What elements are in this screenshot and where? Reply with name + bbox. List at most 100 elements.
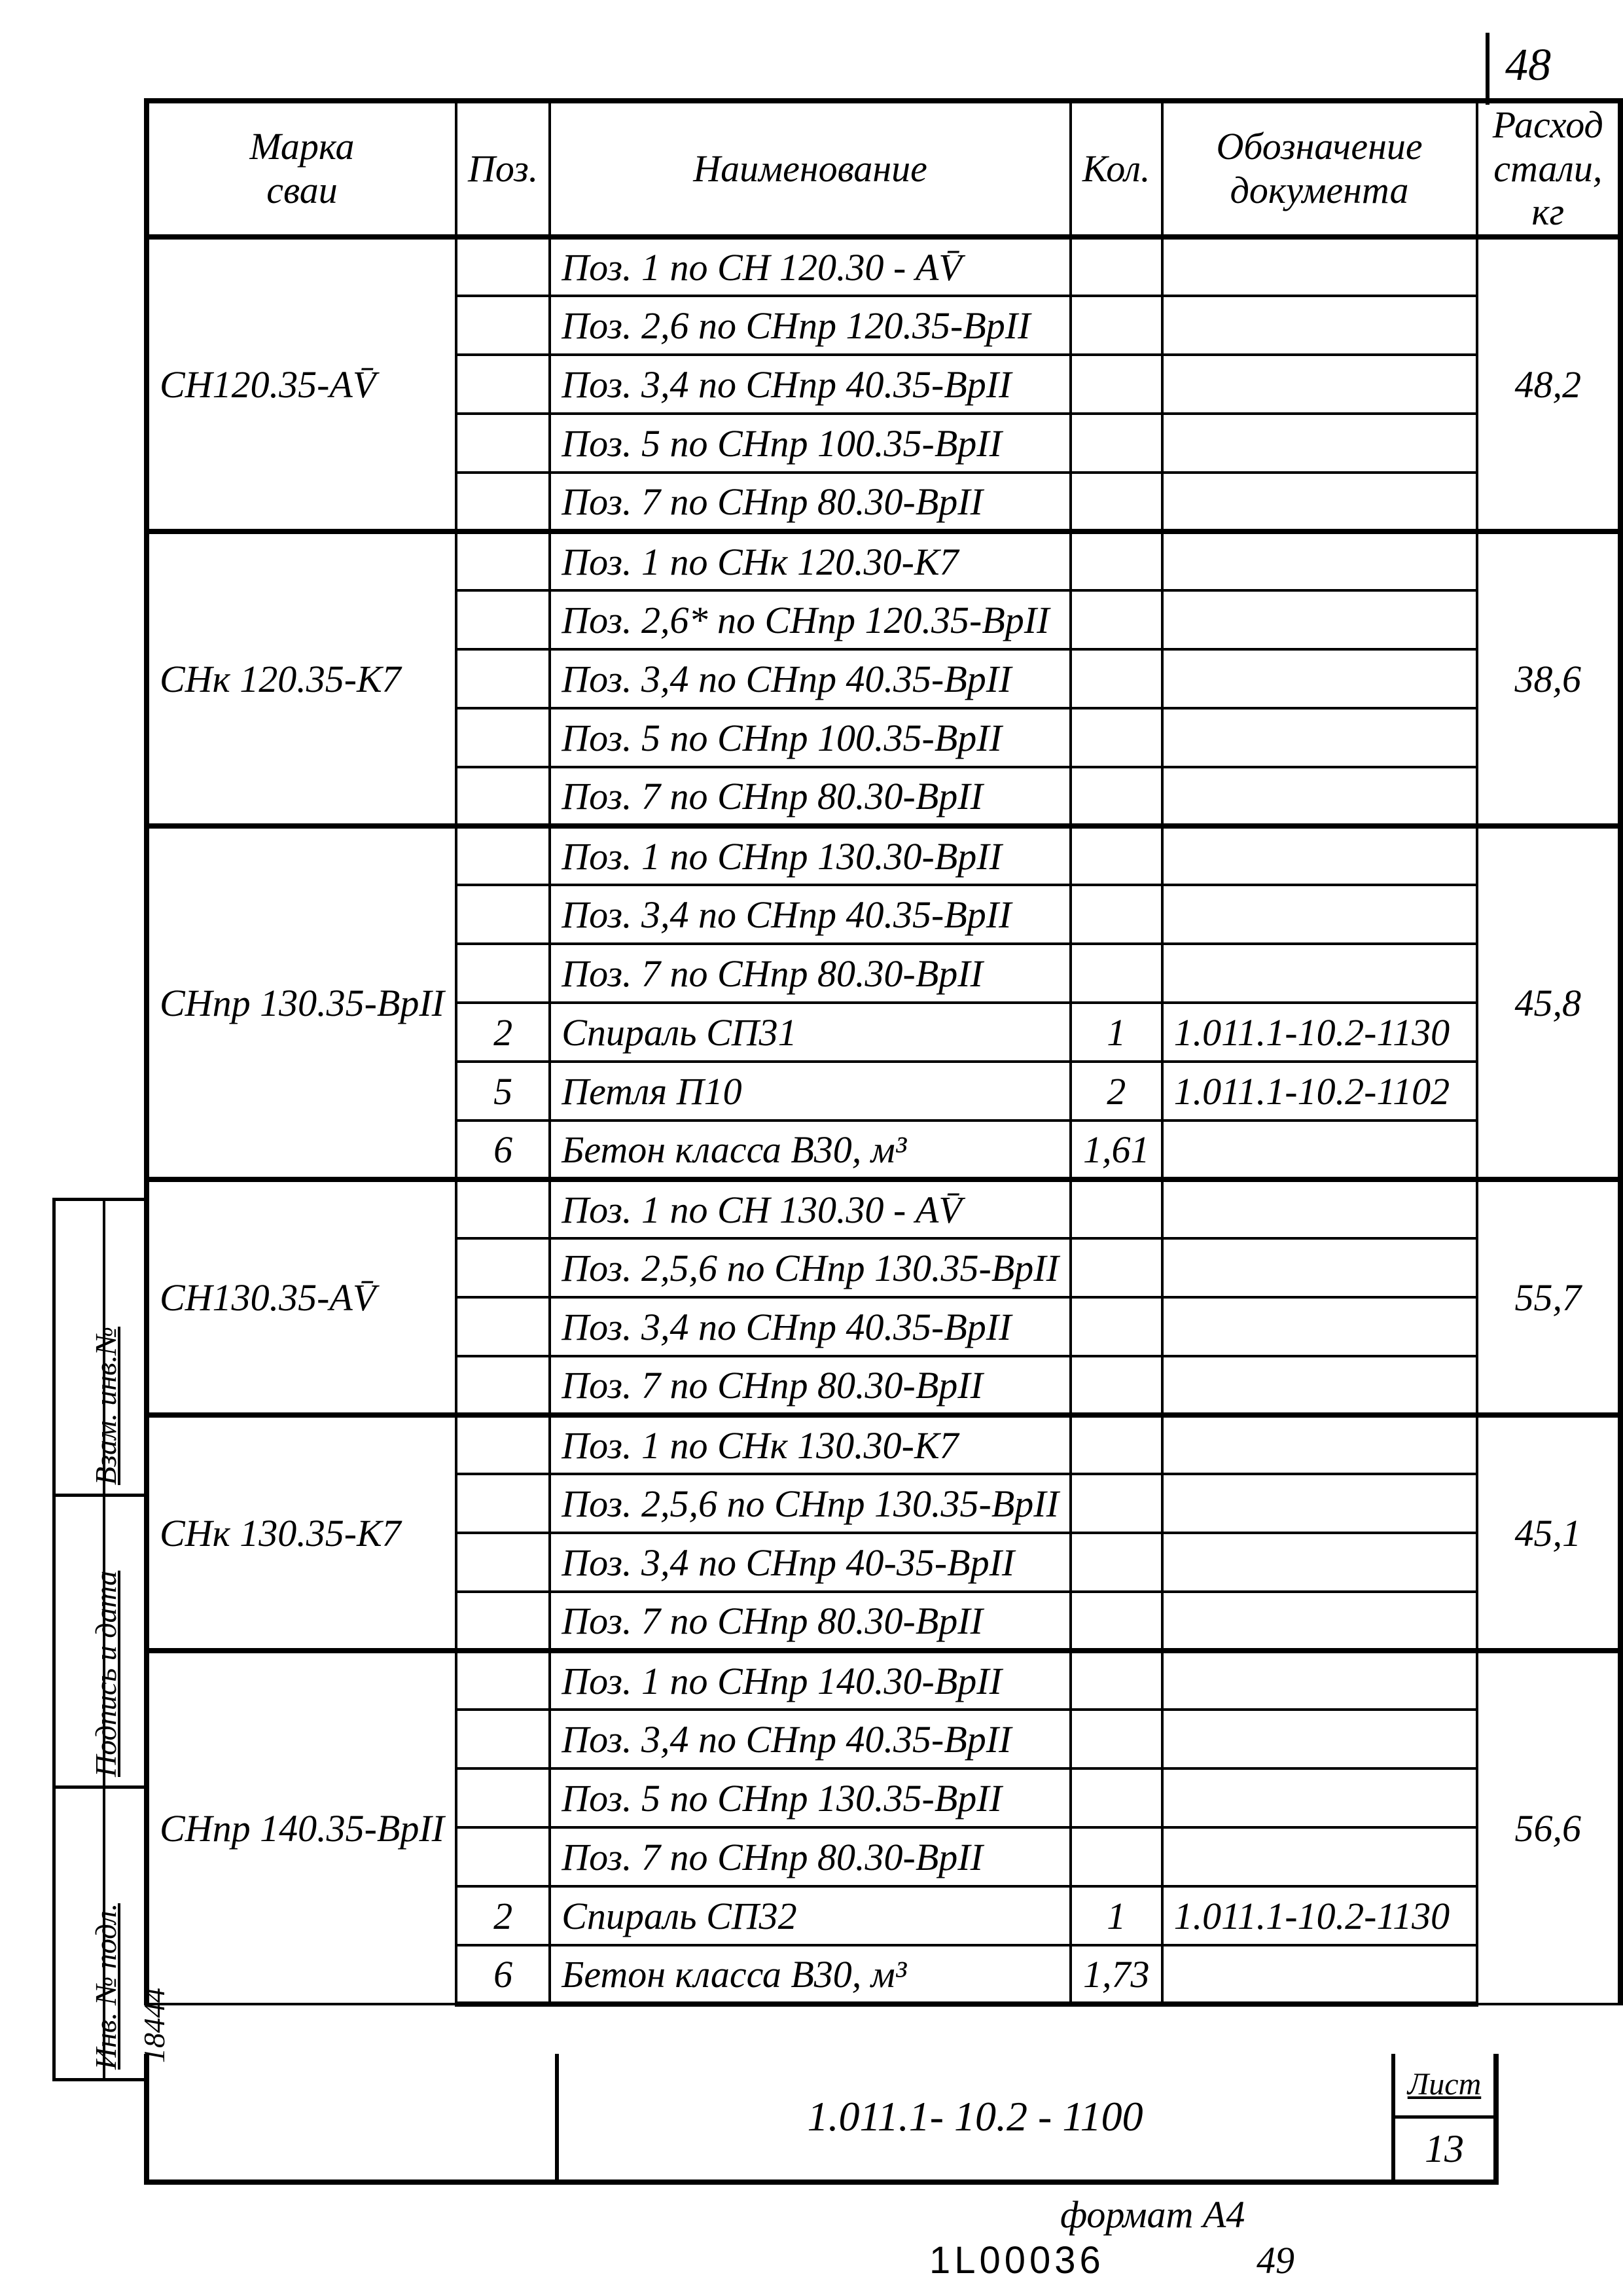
cell-naim: Поз. 5 по СНпр 100.35-ВрII [550,708,1071,767]
stamp-inner-3: 18444 [103,1789,150,2078]
cell-doc [1162,296,1477,355]
cell-naim: Поз. 7 по СНпр 80.30-ВрII [550,1827,1071,1886]
stamp-cell-3: Инв. № подл. 18444 [56,1785,144,2078]
cell-poz: 6 [456,1121,550,1179]
cell-kol [1071,1827,1162,1886]
title-block-doc-code: 1.011.1- 10.2 - 1100 [559,2054,1391,2179]
cell-kol [1071,1179,1162,1238]
cell-doc [1162,355,1477,414]
cell-kol: 1 [1071,1886,1162,1945]
stamp-cell-2: Подпись и дата [56,1494,144,1786]
cell-kol [1071,1356,1162,1415]
footer-num: 49 [1257,2238,1294,2282]
cell-poz [456,767,550,826]
cell-kol [1071,1533,1162,1592]
cell-kol [1071,590,1162,649]
cell-poz [456,473,550,531]
cell-kol [1071,649,1162,708]
cell-poz: 2 [456,1003,550,1062]
cell-kol [1071,237,1162,296]
cell-kol [1071,1651,1162,1710]
table-row: СНк 130.35-К7Поз. 1 по СНк 130.30-К745,1 [147,1415,1620,1474]
cell-doc [1162,826,1477,885]
cell-naim: Поз. 1 по СН 130.30 - АV̄ [550,1179,1071,1238]
table-row: СН130.35-АV̄Поз. 1 по СН 130.30 - АV̄55,… [147,1179,1620,1238]
spec-table: Маркасваи Поз. Наименование Кол. Обознач… [144,98,1623,2007]
cell-naim: Поз. 1 по СН 120.30 - АV̄ [550,237,1071,296]
page-number-top: 48 [1505,39,1551,92]
cell-doc [1162,1121,1477,1179]
cell-naim: Спираль СП32 [550,1886,1071,1945]
cell-steel: 38,6 [1477,531,1620,826]
th-marka: Маркасваи [147,101,456,237]
cell-naim: Поз. 7 по СНпр 80.30-ВрII [550,1356,1071,1415]
cell-poz [456,1827,550,1886]
cell-naim: Поз. 2,5,6 по СНпр 130.35-ВрII [550,1238,1071,1297]
title-block-list-label: Лист [1395,2054,1493,2119]
cell-steel: 55,7 [1477,1179,1620,1415]
cell-naim: Спираль СП31 [550,1003,1071,1062]
th-kol: Кол. [1071,101,1162,237]
cell-poz [456,1651,550,1710]
title-block: 1.011.1- 10.2 - 1100 Лист 13 [144,2054,1499,2185]
cell-naim: Поз. 3,4 по СНпр 40.35-ВрII [550,355,1071,414]
cell-naim: Поз. 1 по СНк 130.30-К7 [550,1415,1071,1474]
cell-kol [1071,1238,1162,1297]
cell-kol [1071,1297,1162,1356]
stamp-inner-2 [103,1497,150,1786]
cell-naim: Петля П10 [550,1062,1071,1121]
cell-poz [456,1238,550,1297]
cell-doc [1162,531,1477,590]
cell-doc [1162,1297,1477,1356]
cell-steel: 45,8 [1477,826,1620,1179]
cell-naim: Поз. 3,4 по СНпр 40.35-ВрII [550,1297,1071,1356]
cell-kol: 1,61 [1071,1121,1162,1179]
cell-kol [1071,885,1162,944]
cell-kol [1071,826,1162,885]
cell-poz [456,1474,550,1533]
cell-doc [1162,473,1477,531]
cell-kol: 1,73 [1071,1945,1162,2004]
cell-doc [1162,708,1477,767]
cell-kol [1071,1415,1162,1474]
table-row: СНпр 140.35-ВрIIПоз. 1 по СНпр 140.30-Вр… [147,1651,1620,1710]
cell-steel: 48,2 [1477,237,1620,531]
table-row: СНк 120.35-К7Поз. 1 по СНк 120.30-К738,6 [147,531,1620,590]
cell-naim: Бетон класса В30, м³ [550,1945,1071,2004]
cell-poz [456,414,550,473]
cell-naim: Поз. 3,4 по СНпр 40.35-ВрII [550,649,1071,708]
cell-doc [1162,649,1477,708]
table-row: СНпр 130.35-ВрIIПоз. 1 по СНпр 130.30-Вр… [147,826,1620,885]
cell-poz [456,1179,550,1238]
cell-poz [456,885,550,944]
cell-doc [1162,885,1477,944]
cell-poz: 6 [456,1945,550,2004]
th-poz: Поз. [456,101,550,237]
title-block-list-num: 13 [1395,2119,1493,2180]
cell-naim: Поз. 7 по СНпр 80.30-ВрII [550,473,1071,531]
cell-doc [1162,1238,1477,1297]
cell-marka: СНк 130.35-К7 [147,1415,456,1651]
title-block-right: Лист 13 [1391,2054,1493,2179]
title-block-left [149,2054,559,2179]
cell-naim: Бетон класса В30, м³ [550,1121,1071,1179]
cell-doc [1162,1827,1477,1886]
cell-poz [456,649,550,708]
cell-poz [456,1356,550,1415]
th-doc: Обозначениедокумента [1162,101,1477,237]
cell-kol [1071,767,1162,826]
cell-kol [1071,473,1162,531]
cell-kol [1071,1710,1162,1768]
th-steel: Расходстали,кг [1477,101,1620,237]
cell-naim: Поз. 5 по СНпр 100.35-ВрII [550,414,1071,473]
th-steel-text: Расходстали,кг [1493,103,1603,233]
cell-doc [1162,1592,1477,1651]
cell-kol [1071,414,1162,473]
cell-marka: СНпр 140.35-ВрII [147,1651,456,2004]
stamp-cell-1: Взам. инв.№ [56,1201,144,1494]
cell-poz [456,531,550,590]
cell-naim: Поз. 2,6 по СНпр 120.35-ВрII [550,296,1071,355]
cell-poz [456,296,550,355]
cell-naim: Поз. 2,5,6 по СНпр 130.35-ВрII [550,1474,1071,1533]
cell-poz [456,355,550,414]
